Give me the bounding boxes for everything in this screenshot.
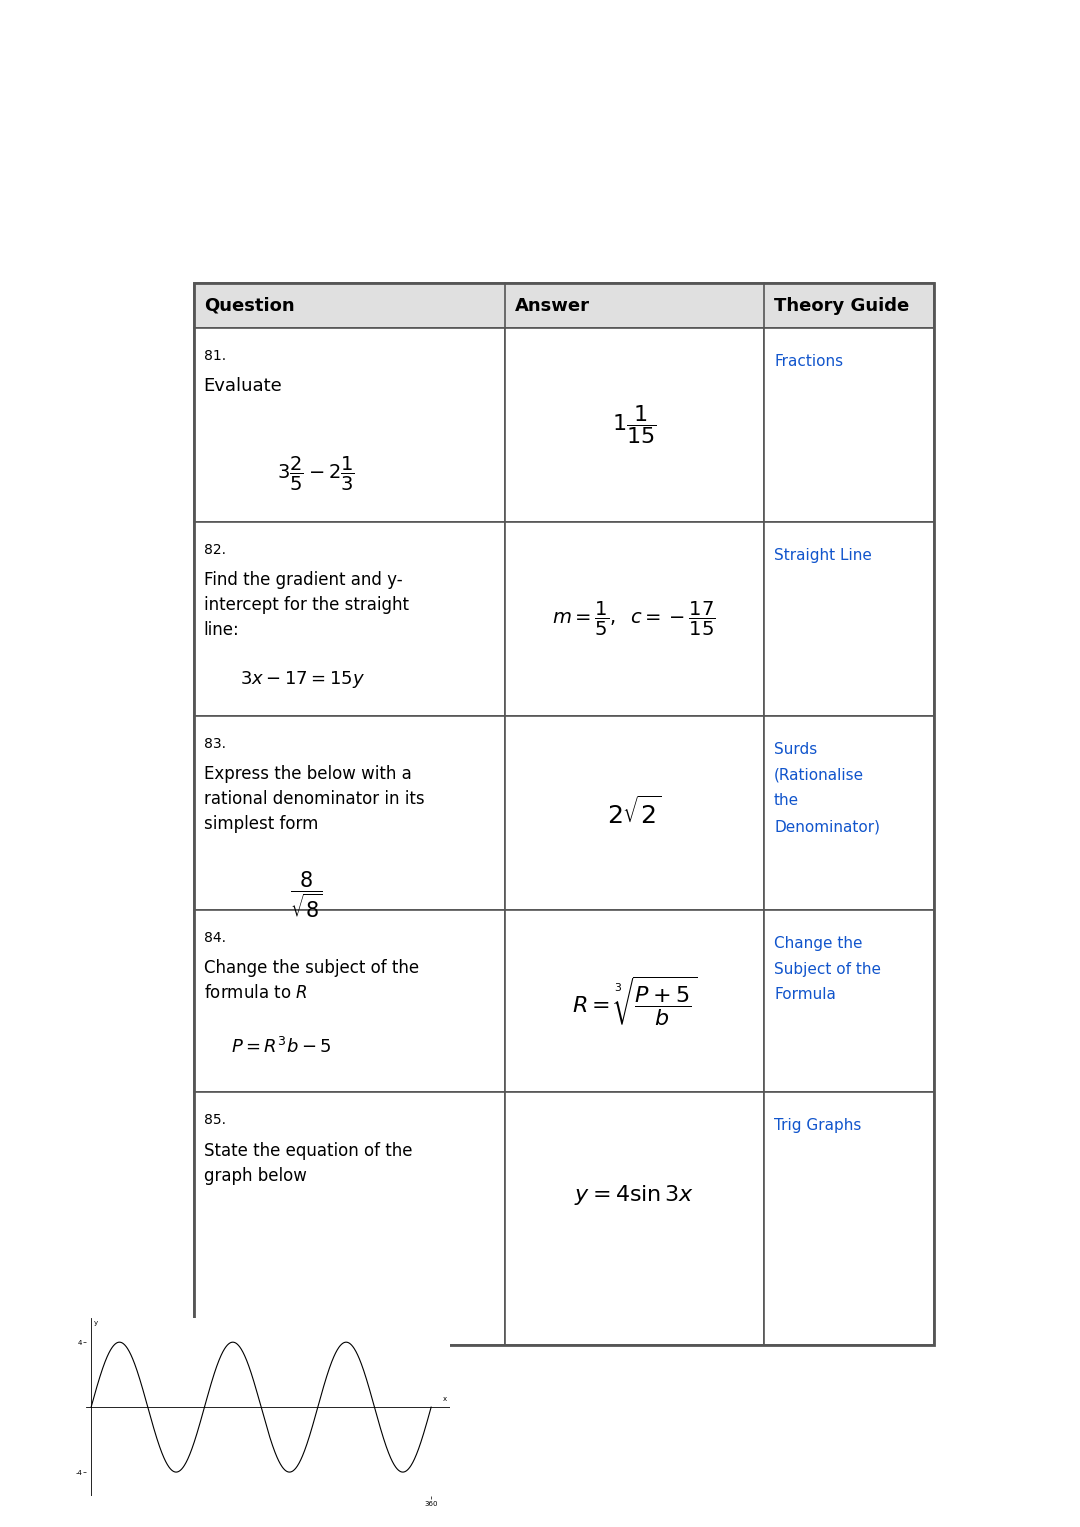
Bar: [193, 910, 504, 1092]
Bar: [193, 282, 934, 328]
Bar: [504, 910, 764, 1092]
Bar: [193, 1092, 504, 1345]
Text: Change the: Change the: [774, 936, 863, 951]
Text: State the equation of the
graph below: State the equation of the graph below: [204, 1142, 413, 1185]
Bar: [764, 1092, 934, 1345]
Bar: [504, 1092, 764, 1345]
Text: 85.: 85.: [204, 1113, 226, 1127]
Text: Formula: Formula: [774, 988, 836, 1003]
Text: Express the below with a
rational denominator in its
simplest form: Express the below with a rational denomi…: [204, 765, 424, 834]
Text: x: x: [443, 1396, 447, 1402]
Text: (Rationalise: (Rationalise: [774, 768, 864, 783]
Text: 84.: 84.: [204, 931, 226, 945]
Text: 83.: 83.: [204, 738, 226, 751]
Text: $1\dfrac{1}{15}$: $1\dfrac{1}{15}$: [612, 403, 657, 446]
Text: Surds: Surds: [774, 742, 818, 757]
Bar: [764, 522, 934, 716]
Bar: [193, 716, 504, 910]
Text: the: the: [774, 794, 799, 808]
Text: Straight Line: Straight Line: [774, 548, 872, 563]
Text: $y = 4\sin 3x$: $y = 4\sin 3x$: [575, 1183, 694, 1206]
Text: Denominator): Denominator): [774, 820, 880, 834]
Text: Theory Guide: Theory Guide: [774, 296, 909, 315]
Bar: [193, 328, 504, 522]
Text: $P = R^3 b - 5$: $P = R^3 b - 5$: [231, 1037, 332, 1057]
Bar: [764, 910, 934, 1092]
Text: Subject of the: Subject of the: [774, 962, 881, 977]
Text: Trig Graphs: Trig Graphs: [774, 1118, 862, 1133]
Text: $3x - 17 = 15y$: $3x - 17 = 15y$: [240, 669, 365, 690]
Text: 82.: 82.: [204, 544, 226, 557]
Bar: [764, 328, 934, 522]
Bar: [193, 282, 934, 1345]
Text: Answer: Answer: [515, 296, 590, 315]
Text: Fractions: Fractions: [774, 354, 843, 368]
Bar: [193, 522, 504, 716]
Bar: [504, 716, 764, 910]
Text: Evaluate: Evaluate: [204, 377, 282, 395]
Text: Find the gradient and y-
intercept for the straight
line:: Find the gradient and y- intercept for t…: [204, 571, 408, 640]
Text: $R = \sqrt[3]{\dfrac{P+5}{b}}$: $R = \sqrt[3]{\dfrac{P+5}{b}}$: [571, 974, 697, 1028]
Bar: [504, 522, 764, 716]
Text: $m = \dfrac{1}{5}, \;\; c = -\dfrac{17}{15}$: $m = \dfrac{1}{5}, \;\; c = -\dfrac{17}{…: [553, 600, 716, 638]
Text: $3\dfrac{2}{5} - 2\dfrac{1}{3}$: $3\dfrac{2}{5} - 2\dfrac{1}{3}$: [278, 455, 355, 493]
Text: Question: Question: [204, 296, 294, 315]
Bar: [764, 716, 934, 910]
Text: y: y: [94, 1319, 98, 1325]
Text: $\dfrac{8}{\sqrt{8}}$: $\dfrac{8}{\sqrt{8}}$: [289, 869, 323, 919]
Text: 81.: 81.: [204, 350, 226, 363]
Bar: [504, 328, 764, 522]
Text: Change the subject of the
formula to $R$: Change the subject of the formula to $R$: [204, 959, 419, 1002]
Text: $2\sqrt{2}$: $2\sqrt{2}$: [607, 797, 662, 829]
